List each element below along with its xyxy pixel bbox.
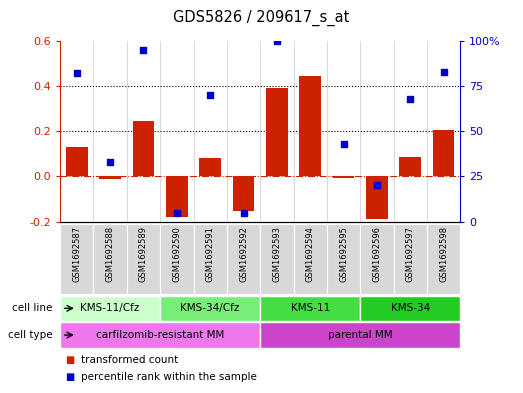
Bar [427, 224, 460, 294]
Text: GSM1692592: GSM1692592 [239, 226, 248, 282]
Point [139, 47, 147, 53]
Bar [233, 176, 254, 211]
Bar [194, 224, 227, 294]
Bar [133, 121, 154, 176]
Bar [366, 176, 388, 219]
Text: KMS-11/Cfz: KMS-11/Cfz [81, 303, 140, 313]
Text: GSM1692589: GSM1692589 [139, 226, 148, 282]
Text: KMS-34: KMS-34 [391, 303, 430, 313]
Text: GSM1692593: GSM1692593 [272, 226, 281, 282]
Text: GSM1692597: GSM1692597 [406, 226, 415, 282]
Bar [299, 76, 321, 176]
Text: GSM1692596: GSM1692596 [372, 226, 381, 282]
Bar [433, 130, 454, 176]
Bar [333, 176, 355, 178]
Text: GSM1692590: GSM1692590 [173, 226, 181, 282]
Point [240, 209, 248, 216]
Point [206, 92, 214, 98]
Text: GSM1692588: GSM1692588 [106, 226, 115, 282]
Bar [166, 176, 188, 217]
Bar [160, 296, 260, 321]
Text: KMS-11: KMS-11 [291, 303, 330, 313]
Text: ■: ■ [65, 354, 75, 365]
Bar [60, 224, 94, 294]
Text: percentile rank within the sample: percentile rank within the sample [81, 372, 257, 382]
Bar [260, 296, 360, 321]
Bar [127, 224, 160, 294]
Point [73, 70, 81, 77]
Bar [327, 224, 360, 294]
Bar [394, 224, 427, 294]
Bar [260, 322, 460, 348]
Point [272, 38, 281, 44]
Text: carfilzomib-resistant MM: carfilzomib-resistant MM [96, 330, 224, 340]
Bar [360, 224, 393, 294]
Bar [66, 147, 88, 176]
Text: cell type: cell type [8, 330, 52, 340]
Text: parental MM: parental MM [328, 330, 393, 340]
Point [306, 32, 314, 39]
Point [106, 159, 115, 165]
Point [439, 68, 448, 75]
Point [406, 95, 414, 102]
Bar [199, 158, 221, 176]
Point [173, 209, 181, 216]
Text: GSM1692594: GSM1692594 [306, 226, 315, 282]
Text: GDS5826 / 209617_s_at: GDS5826 / 209617_s_at [173, 10, 350, 26]
Bar [94, 224, 127, 294]
Text: GSM1692598: GSM1692598 [439, 226, 448, 282]
Bar [293, 224, 327, 294]
Text: GSM1692591: GSM1692591 [206, 226, 214, 282]
Bar [400, 157, 421, 176]
Bar [60, 322, 260, 348]
Bar [160, 224, 194, 294]
Bar [360, 296, 460, 321]
Bar [60, 296, 160, 321]
Point [339, 141, 348, 147]
Text: cell line: cell line [12, 303, 52, 313]
Text: ■: ■ [65, 372, 75, 382]
Point [373, 182, 381, 189]
Bar [99, 176, 121, 179]
Bar [260, 224, 293, 294]
Bar [227, 224, 260, 294]
Text: GSM1692587: GSM1692587 [72, 226, 81, 282]
Bar [266, 88, 288, 176]
Text: KMS-34/Cfz: KMS-34/Cfz [180, 303, 240, 313]
Text: transformed count: transformed count [81, 354, 178, 365]
Text: GSM1692595: GSM1692595 [339, 226, 348, 282]
